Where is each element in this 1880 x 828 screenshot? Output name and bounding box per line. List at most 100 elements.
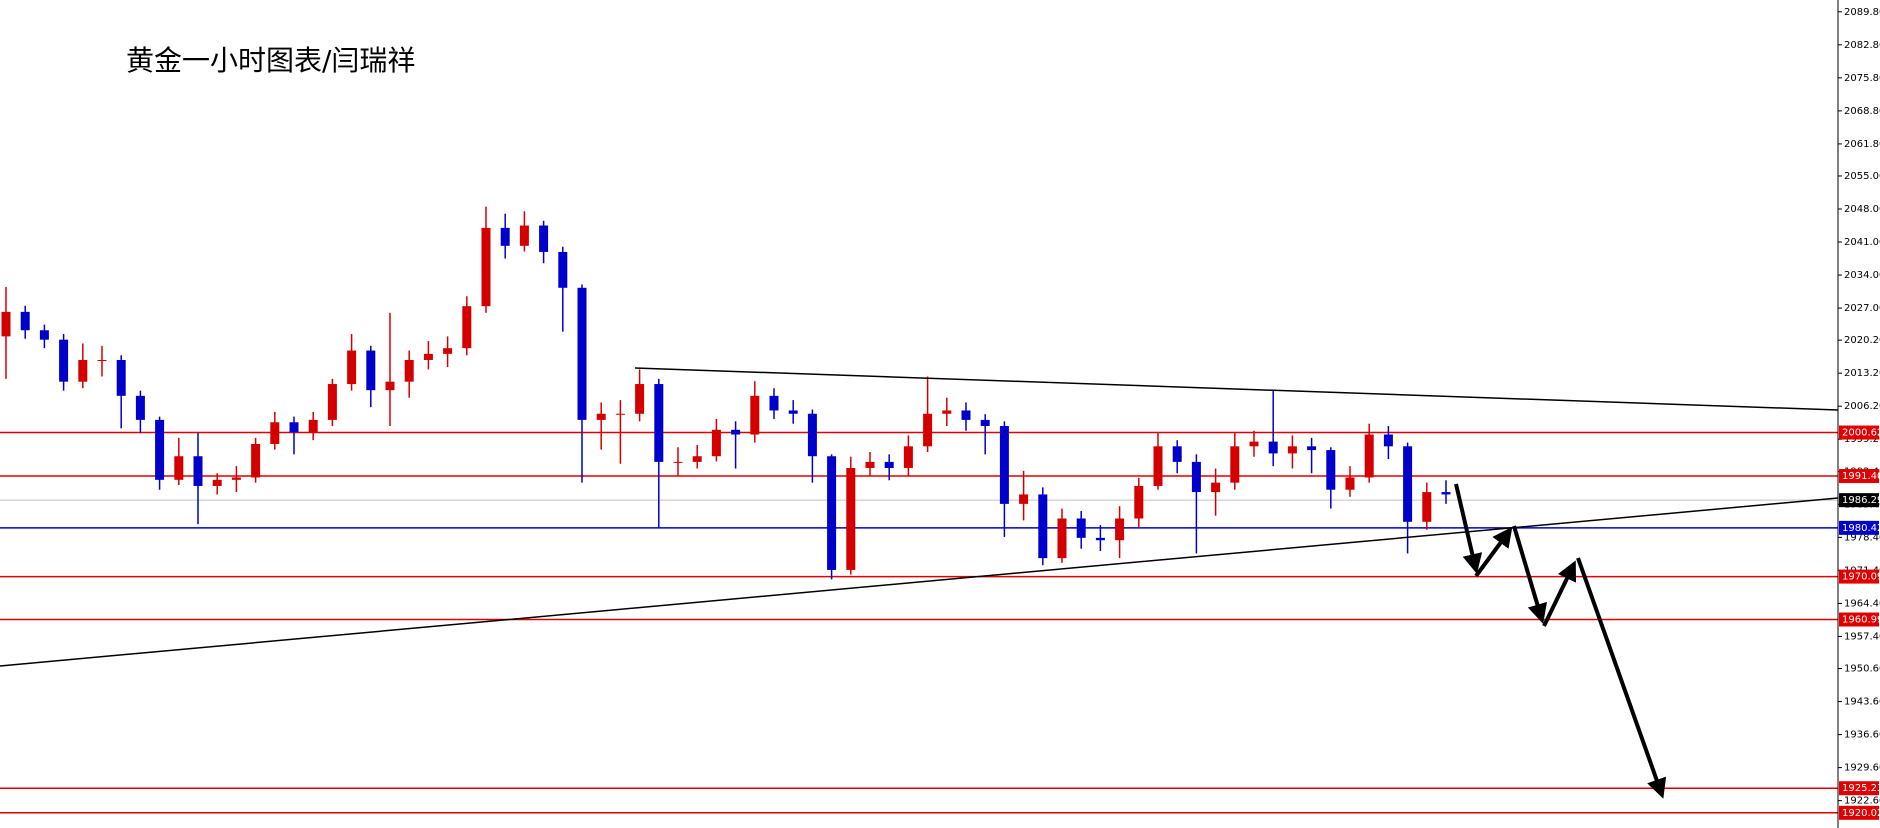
candle-body (404, 359, 414, 382)
candle-body (39, 330, 49, 340)
candle-body (654, 384, 664, 462)
candle-body (539, 225, 549, 252)
candle-body (596, 413, 606, 420)
candle-body (174, 456, 184, 480)
candle-body (1249, 441, 1259, 447)
arrow (1576, 557, 1667, 799)
candle-body (1153, 446, 1163, 486)
trend-line (0, 497, 1839, 667)
candle-body (1326, 450, 1336, 490)
candle-body (212, 479, 222, 486)
candle-body (1422, 492, 1432, 522)
y-tick-label: 2041.00 (1844, 237, 1880, 248)
candle-body (750, 395, 760, 435)
candle-body (980, 419, 990, 427)
candle-body (1115, 518, 1125, 541)
arrow (1474, 526, 1513, 578)
candle-body (1076, 518, 1086, 538)
candle-body (961, 410, 971, 420)
candle-body (711, 429, 721, 457)
candle-body (97, 359, 107, 361)
candle-body (673, 461, 683, 463)
candle-body (78, 359, 88, 382)
y-tick-label: 2027.00 (1844, 303, 1880, 314)
candle-body (423, 353, 433, 360)
candle-body (865, 461, 875, 469)
candle-body (347, 350, 357, 385)
y-tick-label: 2061.80 (1844, 139, 1880, 150)
candle-body (1095, 537, 1105, 541)
y-tick-label: 1929.60 (1844, 763, 1880, 774)
candle-body (20, 311, 30, 331)
y-tick-label: 2082.80 (1844, 40, 1880, 51)
candle-body (1441, 492, 1451, 495)
candle-body (615, 413, 625, 415)
candle-body (289, 422, 299, 433)
candle-body (59, 339, 69, 382)
y-tick-label: 2034.00 (1844, 270, 1880, 281)
candle-body (231, 477, 241, 480)
candle-body (193, 456, 203, 486)
candle-body (692, 456, 702, 462)
candle-body (788, 410, 798, 414)
candle-body (270, 422, 280, 444)
candle-body (558, 251, 568, 288)
y-tick-label: 2020.20 (1844, 335, 1880, 346)
candle-body (385, 381, 395, 391)
y-tick-label: 1936.60 (1844, 730, 1880, 741)
candle-body (135, 395, 145, 420)
y-tick-label: 2055.00 (1844, 171, 1880, 182)
candle-body (903, 446, 913, 469)
level-label: 1925.23 (1842, 783, 1880, 794)
chart-title: 黄金一小时图表/闫瑞祥 (126, 44, 415, 77)
level-label: 1920.02 (1842, 808, 1880, 819)
candle-body (942, 410, 952, 414)
y-tick-label: 1943.60 (1844, 697, 1880, 708)
candle-body (462, 306, 472, 349)
candle-body (1307, 446, 1317, 451)
y-tick-label: 2068.80 (1844, 106, 1880, 117)
y-tick-label: 1999.20 (1844, 434, 1880, 445)
candle-body (827, 456, 837, 570)
current-price-label: 1986.29 (1842, 495, 1880, 506)
candle-body (884, 461, 894, 469)
candle-body (999, 426, 1009, 504)
arrow (1454, 483, 1483, 574)
level-box (1839, 569, 1879, 584)
level-label: 1960.99 (1842, 615, 1880, 626)
candle-body (481, 227, 491, 307)
candle-body (769, 395, 779, 411)
level-box (1839, 781, 1879, 796)
level-box (1839, 612, 1879, 627)
candle-body (577, 287, 587, 420)
candle-body (251, 443, 261, 478)
y-tick-label: 1950.60 (1844, 664, 1880, 675)
current-price-box (1839, 493, 1879, 508)
candle-body (807, 413, 817, 457)
candle-body (1383, 434, 1393, 447)
y-tick-label: 1957.40 (1844, 631, 1880, 642)
candle-body (1019, 494, 1029, 504)
candle-body (443, 348, 453, 354)
candle-body (327, 384, 337, 420)
level-box (1839, 469, 1879, 484)
candle-body (155, 419, 165, 480)
candle-body (1287, 446, 1297, 454)
level-label: 1991.40 (1842, 471, 1880, 482)
y-tick-label: 1964.40 (1844, 598, 1880, 609)
candle-body (1364, 434, 1374, 478)
y-tick-label: 1978.40 (1844, 532, 1880, 543)
level-box (1839, 805, 1879, 820)
candle-body (1268, 441, 1278, 454)
candle-body (1134, 485, 1144, 519)
candle-body (1345, 477, 1355, 490)
candle-body (1, 311, 11, 337)
candle-body (1403, 446, 1413, 522)
arrow (1542, 560, 1577, 627)
y-tick-label: 2048.00 (1844, 204, 1880, 215)
candle-body (1211, 482, 1221, 493)
y-tick-label: 2089.80 (1844, 7, 1880, 18)
candle-body (500, 227, 510, 246)
